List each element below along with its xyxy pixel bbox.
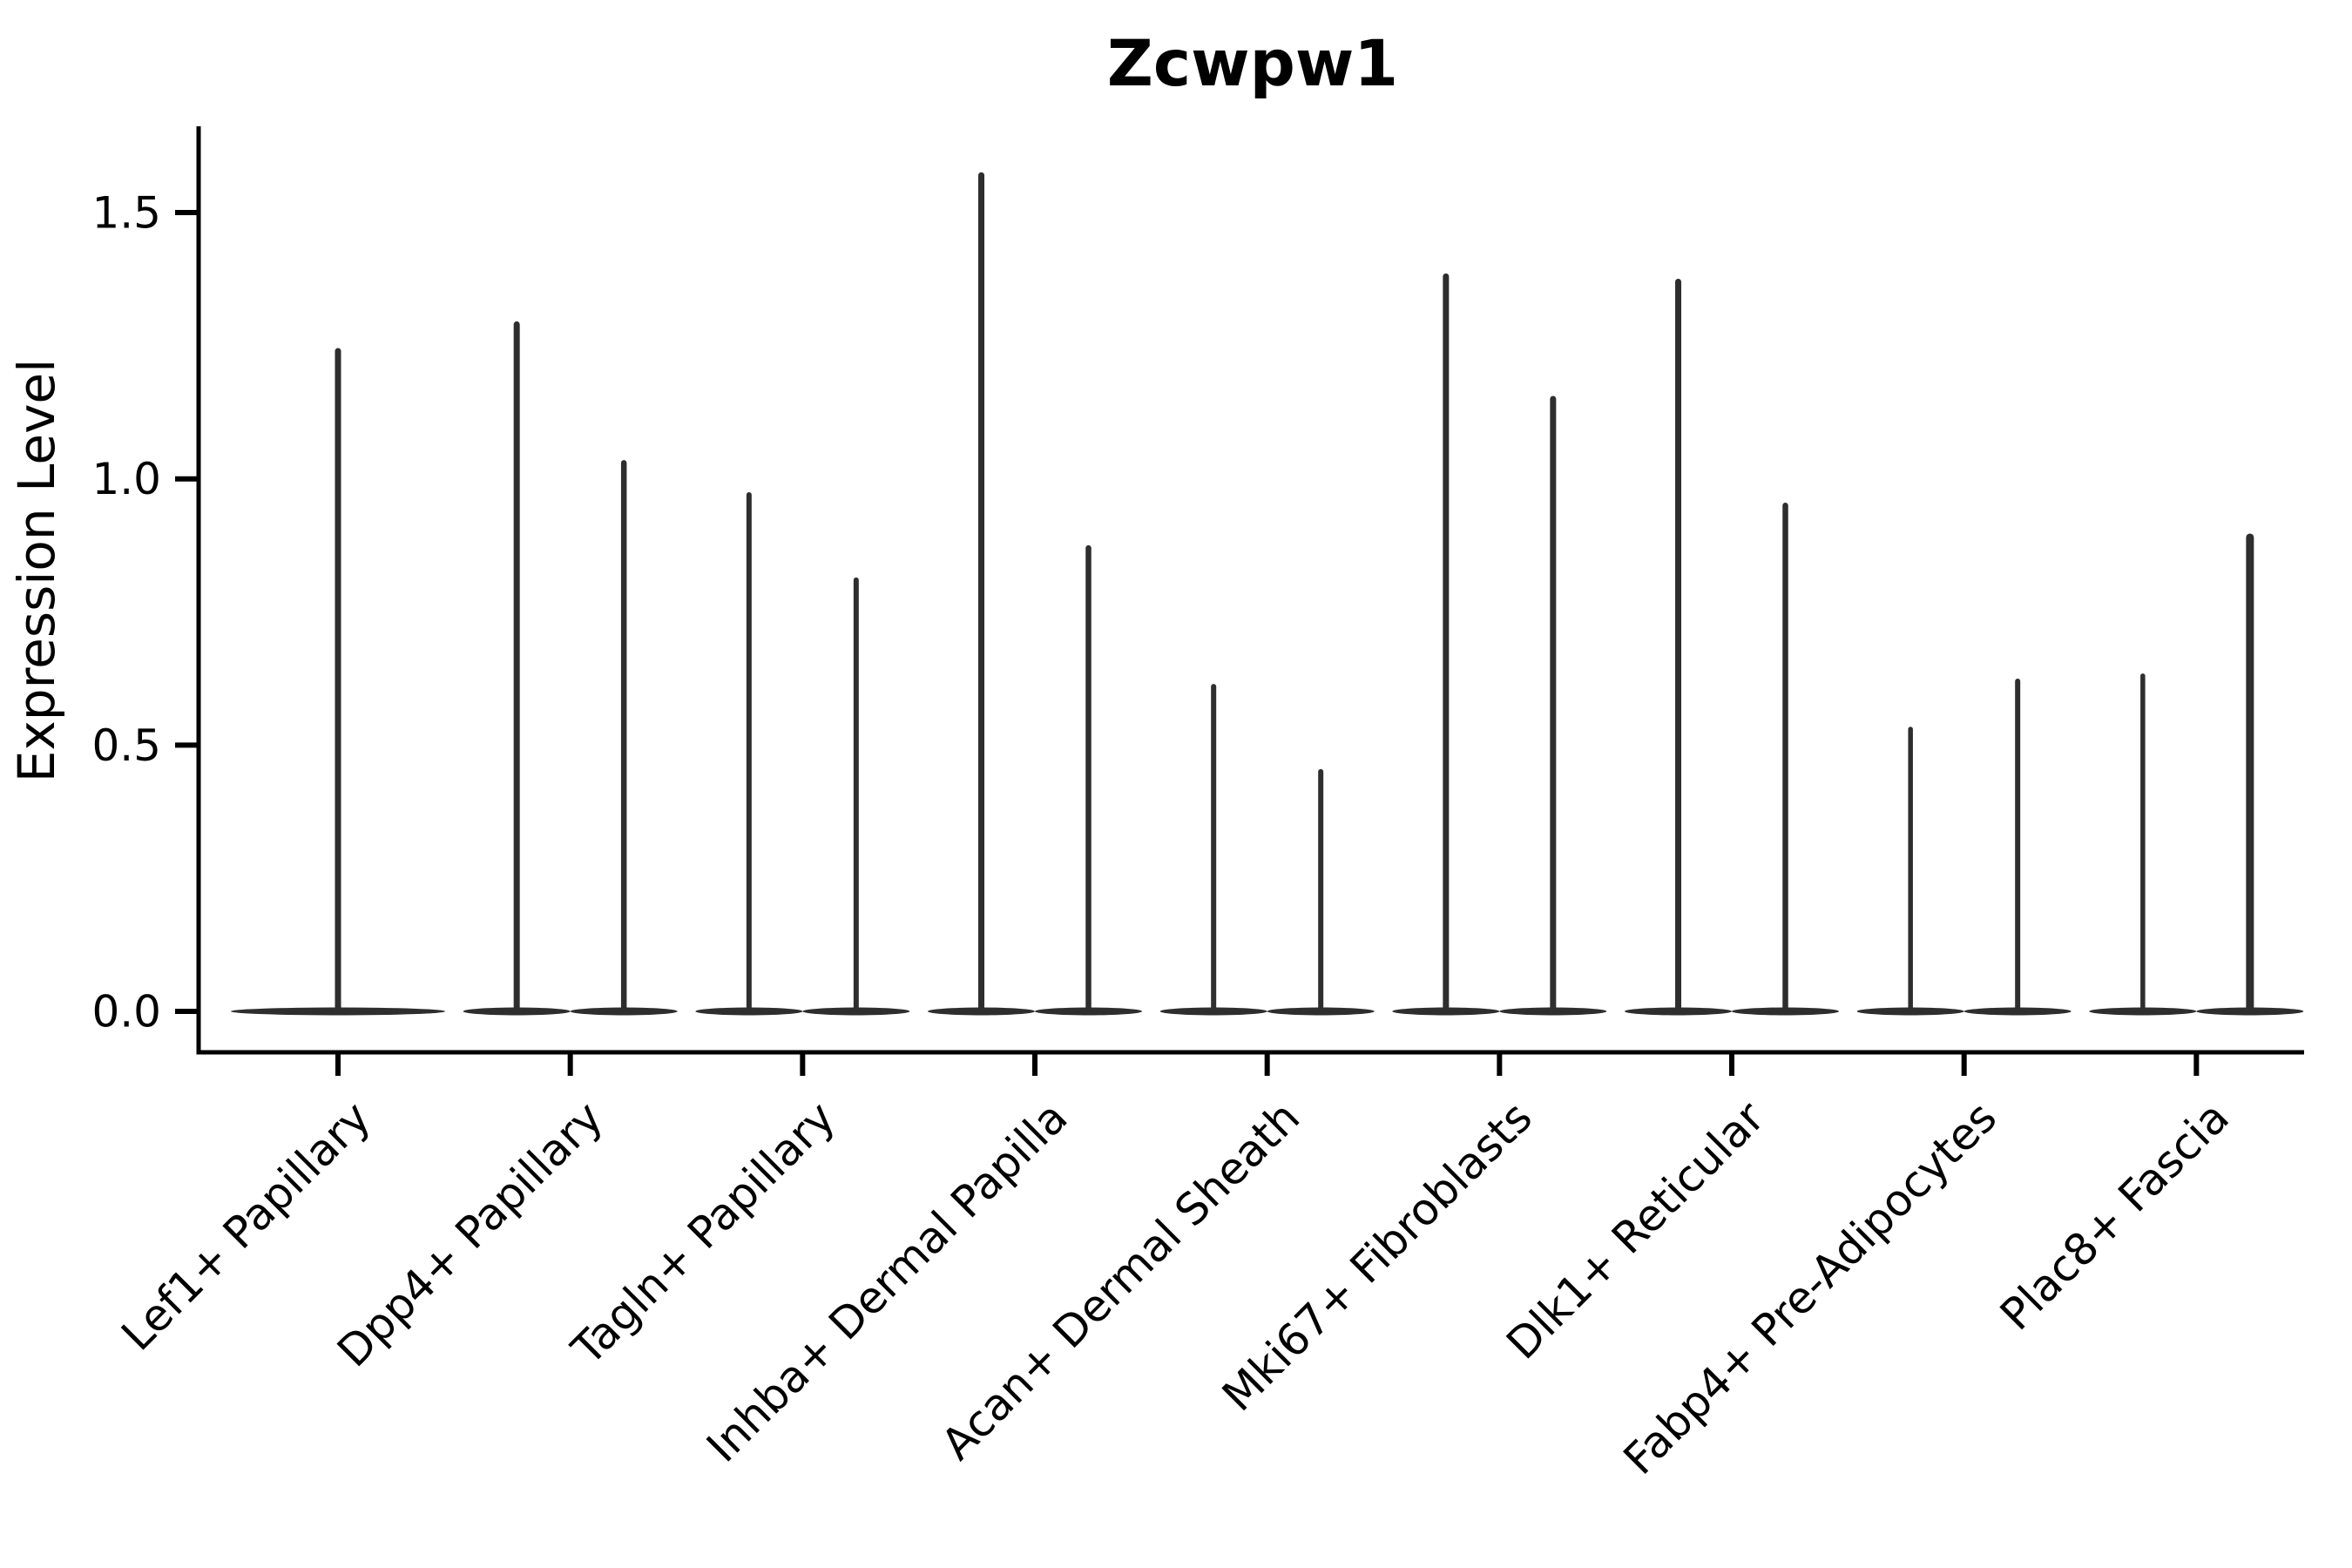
x-tick-label: Plac8+ Fascia (1990, 1092, 2239, 1340)
y-tick-label: 1.0 (91, 454, 161, 504)
x-tick-label: Fabp4+ Pre-Adipocytes (1614, 1092, 2007, 1484)
x-axis-ticks-group (335, 1052, 2200, 1076)
x-tick-label: Lef1+ Papillary (112, 1092, 380, 1360)
axis-spines-group (196, 126, 2304, 1055)
y-tick-label: 0.0 (91, 987, 161, 1037)
y-tick-label: 0.5 (91, 720, 161, 771)
y-axis-label: Expression Level (7, 359, 66, 782)
x-tick-label: Dlk1+ Reticular (1497, 1092, 1774, 1369)
y-axis-ticks-group: 0.0 0.5 1.0 1.5 (91, 188, 199, 1037)
plot-title: Zcwpw1 (1107, 27, 1398, 101)
violins-group (231, 172, 2304, 1016)
y-tick-label: 1.5 (91, 188, 161, 239)
